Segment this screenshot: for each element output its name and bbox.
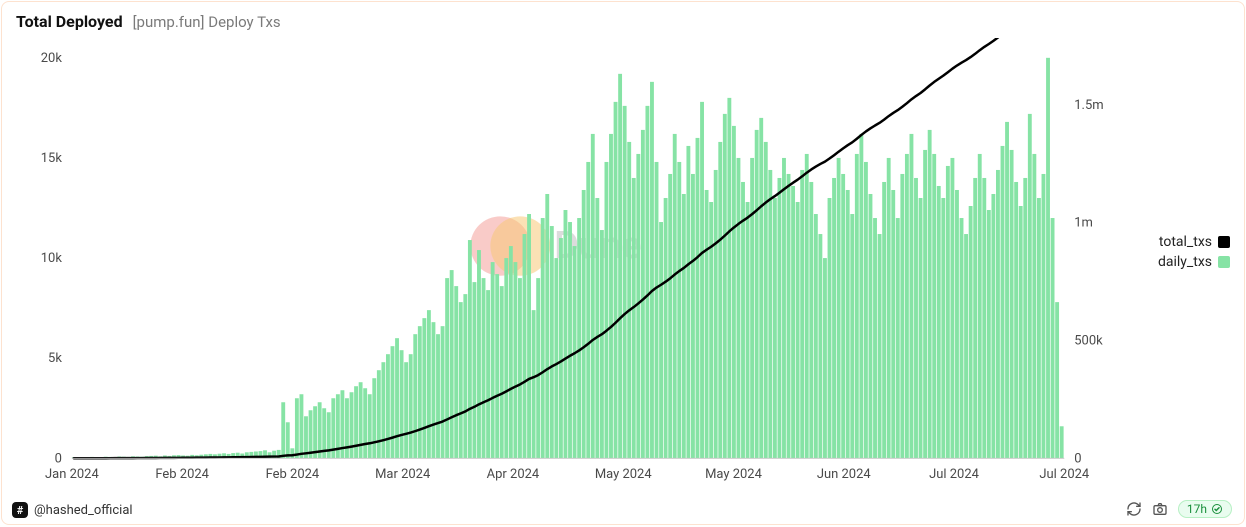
footer-right: 17h (1126, 500, 1232, 518)
svg-text:500k: 500k (1074, 334, 1103, 349)
legend-item-total: total_txs (1158, 232, 1230, 252)
freshness-text: 17h (1187, 502, 1207, 516)
chart-subtitle: [pump.fun] Deploy Txs (133, 13, 281, 31)
footer-left: # @hashed_official (12, 502, 133, 518)
svg-text:20k: 20k (41, 51, 63, 66)
plot-svg: Dune05k10k15k20k0500k1m1.5mJan 2024Feb 2… (2, 38, 1244, 494)
checkmark-icon (1211, 503, 1223, 515)
svg-text:Jul 2024: Jul 2024 (1039, 467, 1089, 482)
legend-label-daily: daily_txs (1158, 252, 1212, 272)
chart-header: Total Deployed [pump.fun] Deploy Txs (2, 2, 1244, 31)
svg-text:May 2024: May 2024 (595, 467, 652, 482)
author-handle[interactable]: @hashed_official (34, 503, 133, 518)
svg-text:0: 0 (1074, 451, 1081, 466)
legend-item-daily: daily_txs (1158, 252, 1230, 272)
plot-area: Dune05k10k15k20k0500k1m1.5mJan 2024Feb 2… (2, 38, 1244, 494)
svg-text:Jun 2024: Jun 2024 (817, 467, 871, 482)
svg-text:10k: 10k (41, 251, 63, 266)
svg-text:Mar 2024: Mar 2024 (375, 467, 430, 482)
svg-text:Feb 2024: Feb 2024 (266, 467, 320, 482)
svg-text:Feb 2024: Feb 2024 (155, 467, 209, 482)
legend-swatch-daily (1218, 256, 1230, 268)
svg-text:15k: 15k (41, 151, 63, 166)
freshness-pill[interactable]: 17h (1178, 500, 1232, 518)
legend-swatch-total (1218, 236, 1230, 248)
camera-icon[interactable] (1152, 501, 1168, 517)
svg-text:Apr 2024: Apr 2024 (487, 467, 540, 482)
svg-text:Jan 2024: Jan 2024 (45, 467, 99, 482)
chart-card: Total Deployed [pump.fun] Deploy Txs Dun… (1, 1, 1245, 525)
svg-text:1.5m: 1.5m (1074, 98, 1103, 113)
chart-title: Total Deployed (16, 12, 123, 31)
svg-text:May 2024: May 2024 (705, 467, 762, 482)
svg-text:5k: 5k (48, 351, 62, 366)
author-badge-icon: # (12, 502, 28, 518)
refresh-icon[interactable] (1126, 501, 1142, 517)
legend: total_txs daily_txs (1158, 232, 1230, 272)
svg-text:1m: 1m (1074, 216, 1093, 231)
svg-text:0: 0 (55, 451, 62, 466)
svg-text:Jul 2024: Jul 2024 (929, 467, 979, 482)
legend-label-total: total_txs (1159, 232, 1212, 252)
